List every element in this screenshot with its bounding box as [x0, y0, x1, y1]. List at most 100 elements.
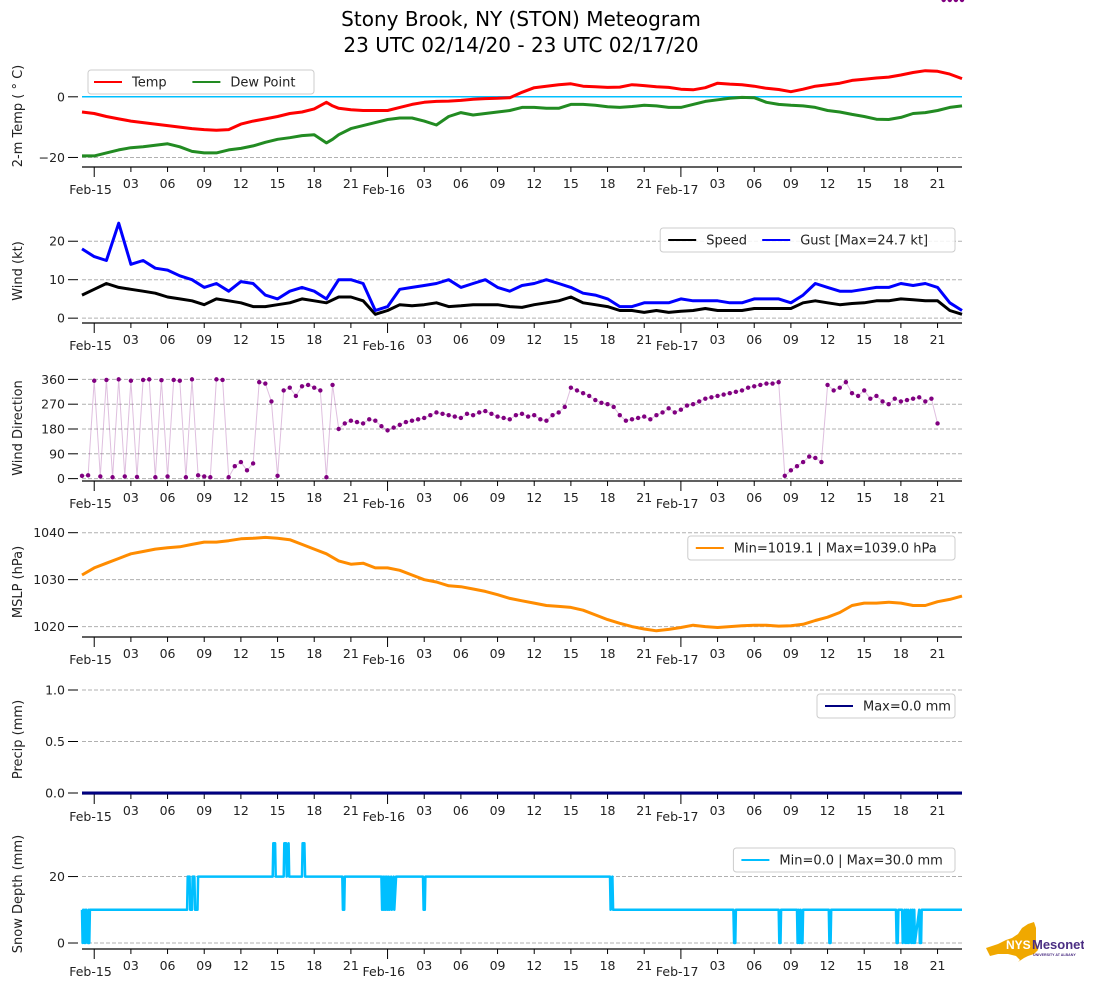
data-point [98, 474, 103, 479]
x-minor-tick-label: 06 [453, 958, 469, 973]
x-minor-tick-label: 06 [160, 176, 176, 191]
data-point [843, 379, 849, 385]
data-point [483, 408, 488, 414]
x-minor-tick-label: 03 [416, 646, 432, 661]
x-major-tick-label: Feb-16 [363, 964, 406, 979]
x-minor-tick-label: 12 [526, 803, 542, 818]
x-minor-tick-label: 06 [160, 490, 176, 505]
y-tick-label: 0 [57, 471, 65, 486]
y-tick-label: 20 [49, 869, 65, 884]
x-major-tick-label: Feb-15 [69, 182, 112, 197]
x-minor-tick-label: 06 [160, 803, 176, 818]
x-minor-tick-label: 06 [160, 958, 176, 973]
data-point [599, 400, 604, 406]
x-minor-tick-label: 06 [746, 803, 762, 818]
data-point [917, 395, 922, 400]
x-minor-tick-label: 18 [600, 176, 616, 191]
legend-box [687, 535, 956, 561]
x-minor-tick-label: 06 [453, 176, 469, 191]
x-major-tick-label: Feb-17 [656, 338, 699, 353]
x-minor-tick-label: 12 [526, 490, 542, 505]
x-minor-tick-label: 12 [233, 646, 249, 661]
data-point [947, 0, 952, 3]
x-minor-tick-label: 18 [600, 803, 616, 818]
y-tick-label: 1040 [33, 525, 65, 540]
x-minor-tick-label: 03 [123, 646, 139, 661]
x-major-tick-label: Feb-17 [656, 652, 699, 667]
logo-university-text: UNIVERSITY AT ALBANY [1033, 953, 1076, 957]
data-point [617, 413, 622, 418]
legend-label: Min=0.0 | Max=30.0 mm [779, 854, 942, 869]
x-minor-tick-label: 09 [196, 958, 212, 973]
x-minor-tick-label: 21 [930, 176, 946, 191]
x-minor-tick-label: 12 [233, 332, 249, 347]
x-minor-tick-label: 21 [343, 490, 359, 505]
x-minor-tick-label: 21 [343, 176, 359, 191]
y-tick-label: 0.0 [45, 786, 65, 801]
data-point [690, 401, 696, 407]
y-tick-label: 1020 [33, 619, 65, 634]
y-axis-label: 2-m Temp ( ° C) [11, 65, 26, 168]
x-minor-tick-label: 03 [416, 958, 432, 973]
data-point [776, 379, 781, 385]
data-point [385, 428, 390, 433]
series-connector-wind-direction [81, 378, 939, 479]
y-tick-label: 180 [41, 422, 65, 437]
x-minor-tick-label: 09 [783, 332, 799, 347]
x-minor-tick-label: 21 [343, 958, 359, 973]
logo-mesonet-text: Mesonet [1032, 937, 1084, 952]
x-minor-tick-label: 21 [343, 803, 359, 818]
x-minor-tick-label: 18 [306, 646, 322, 661]
x-minor-tick-label: 06 [453, 646, 469, 661]
data-point [257, 379, 262, 385]
data-point [489, 411, 494, 417]
x-minor-tick-label: 21 [343, 646, 359, 661]
data-point [874, 393, 879, 399]
legend-label: Gust [Max=24.7 kt] [800, 234, 928, 249]
panel-snow: 0 20 Snow Depth (mm) Feb-15 Feb-16 Feb-17 03 06… [11, 835, 962, 979]
x-minor-tick-label: 15 [856, 490, 872, 505]
x-minor-tick-label: 12 [820, 803, 836, 818]
x-minor-tick-label: 15 [270, 176, 286, 191]
x-minor-tick-label: 09 [196, 803, 212, 818]
data-point [587, 393, 592, 399]
title-line-1: Stony Brook, NY (STON) Meteogram [341, 7, 701, 31]
x-minor-tick-label: 18 [600, 646, 616, 661]
nys-mesonet-logo: NYS Mesonet UNIVERSITY AT ALBANY [986, 922, 1084, 966]
data-point [275, 473, 280, 479]
data-point [831, 388, 836, 393]
data-point [446, 413, 451, 418]
x-minor-tick-label: 15 [563, 958, 579, 973]
data-point [782, 473, 787, 479]
x-minor-tick-label: 09 [490, 332, 506, 347]
x-minor-tick-label: 15 [856, 958, 872, 973]
x-minor-tick-label: 06 [160, 332, 176, 347]
data-point [360, 421, 366, 426]
data-point [122, 474, 127, 479]
x-minor-tick-label: 03 [710, 332, 726, 347]
data-point [642, 414, 647, 419]
y-tick-label: 10 [49, 272, 65, 287]
y-tick-label: 0 [57, 311, 65, 326]
x-minor-tick-label: 15 [270, 803, 286, 818]
new-york-state-shape-icon [986, 922, 1038, 966]
x-minor-tick-label: 06 [746, 332, 762, 347]
data-point [195, 473, 201, 478]
x-minor-tick-label: 21 [930, 332, 946, 347]
data-point [678, 407, 684, 412]
data-point [342, 421, 347, 426]
x-minor-tick-label: 09 [783, 646, 799, 661]
data-point [648, 417, 653, 422]
legend-label: Dew Point [230, 76, 295, 91]
legend-label: Min=1019.1 | Max=1039.0 hPa [734, 542, 937, 557]
x-minor-tick-label: 18 [306, 490, 322, 505]
data-point [391, 425, 396, 430]
data-point [556, 410, 561, 415]
data-point [244, 468, 250, 473]
y-axis-label: Precip (mm) [11, 700, 26, 779]
panel-temp: 0 −20 2-m Temp ( ° C) Feb-15 Feb-16 Feb-17 03 0… [11, 65, 963, 197]
x-minor-tick-label: 12 [820, 490, 836, 505]
y-tick-label: 1030 [33, 572, 65, 587]
x-minor-tick-label: 03 [416, 803, 432, 818]
data-point [134, 474, 140, 480]
